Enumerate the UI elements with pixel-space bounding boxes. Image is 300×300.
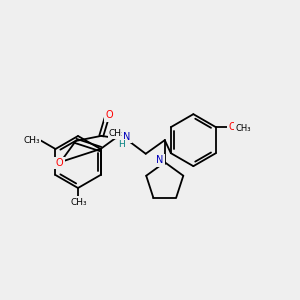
Text: CH₃: CH₃ (71, 198, 87, 207)
Text: O: O (56, 158, 63, 168)
Text: CH₃: CH₃ (235, 124, 250, 133)
Text: N: N (156, 155, 164, 165)
Text: H: H (118, 140, 125, 149)
Text: CH₃: CH₃ (109, 129, 126, 138)
Text: CH₃: CH₃ (23, 136, 40, 146)
Text: O: O (228, 122, 236, 132)
Text: N: N (123, 132, 131, 142)
Text: O: O (106, 110, 113, 120)
